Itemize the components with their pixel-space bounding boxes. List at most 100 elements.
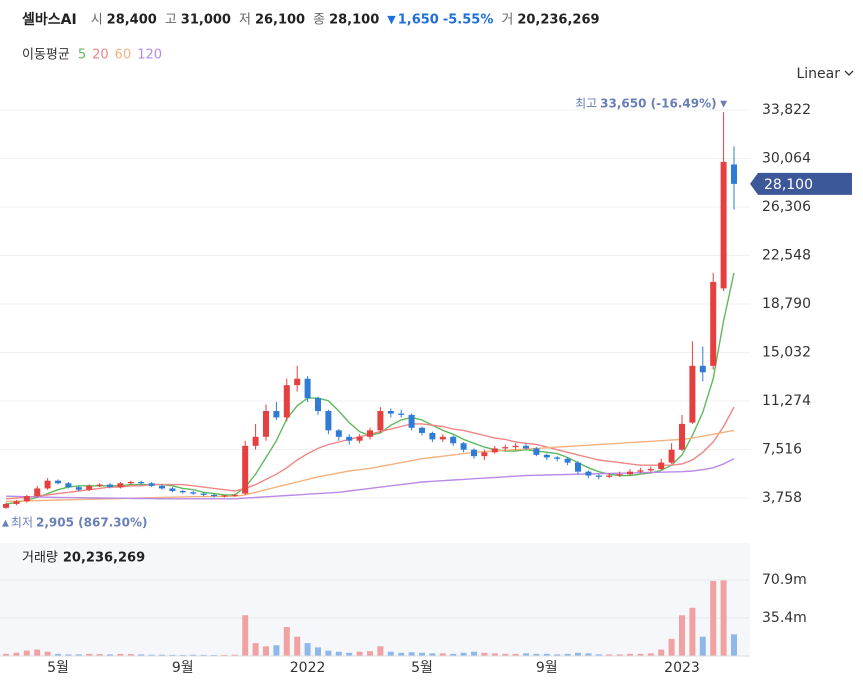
- field-label: 거: [501, 13, 513, 28]
- candle-body: [523, 445, 529, 449]
- volume-bar: [190, 654, 197, 656]
- volume-bar: [377, 646, 384, 656]
- volume-bar: [471, 651, 477, 656]
- y-tick-label: 22,548: [762, 248, 811, 264]
- volume-bar: [679, 615, 685, 656]
- volume-bar: [585, 653, 592, 656]
- low-label: 최저: [11, 516, 33, 530]
- candle-body: [720, 161, 727, 289]
- volume-bar: [398, 652, 405, 656]
- volume-bar: [283, 627, 290, 656]
- candle-body: [689, 365, 696, 423]
- candle-body: [44, 480, 51, 489]
- candle-body: [460, 443, 467, 450]
- field-value: 31,000: [181, 13, 231, 28]
- candle-body: [13, 501, 20, 504]
- y-tick-label: 3,758: [762, 490, 802, 506]
- low-annotation: 2,905 (867.30%): [36, 516, 147, 530]
- stock-name: 셀바스AI: [22, 12, 77, 28]
- scale-chevron[interactable]: [844, 70, 854, 76]
- candle-body: [595, 475, 602, 477]
- volume-bar: [86, 653, 93, 656]
- y-tick-label: 26,306: [762, 199, 811, 215]
- volume-bar: [346, 652, 353, 656]
- candle-body: [564, 458, 571, 463]
- volume-bar: [460, 652, 467, 656]
- candle-body: [138, 481, 145, 484]
- volume-bar: [273, 645, 280, 656]
- field-value: 28,100: [329, 13, 379, 28]
- ma-legend-entry: 60: [115, 48, 132, 63]
- volume-bar: [148, 654, 155, 656]
- field-label: 저: [239, 13, 251, 28]
- volume-bar: [200, 654, 207, 656]
- volume-bar: [263, 646, 269, 656]
- volume-bar: [34, 649, 41, 656]
- volume-bar: [647, 653, 654, 656]
- x-tick-label: 9월: [172, 660, 194, 676]
- volume-bar: [491, 653, 498, 656]
- high-annotation: 33,650 (-16.49%): [600, 97, 716, 111]
- candle-body: [304, 378, 311, 399]
- candle-body: [606, 475, 613, 477]
- ma-legend-entry: 5: [78, 48, 86, 63]
- candle-body: [419, 427, 425, 433]
- candle-body: [398, 413, 405, 415]
- candle-body: [429, 432, 436, 440]
- candle-body: [346, 436, 353, 441]
- candle-body: [55, 480, 61, 484]
- volume-bar: [107, 654, 113, 656]
- volume-bar: [315, 647, 321, 656]
- scale-toggle[interactable]: Linear: [796, 66, 840, 82]
- volume-bar: [127, 654, 134, 656]
- candle-body: [668, 449, 675, 463]
- volume-bar: [595, 654, 602, 656]
- candle-body: [450, 436, 457, 444]
- volume-bar: [668, 638, 675, 656]
- ma-legend-title: 이동평균: [22, 48, 70, 63]
- y-tick-label: 33,822: [762, 102, 811, 118]
- volume-bar: [408, 652, 415, 656]
- candle-body: [356, 436, 363, 441]
- ma-legend-entry: 120: [137, 48, 162, 63]
- volume-tick-label: 70.9m: [762, 572, 807, 588]
- candle-body: [190, 492, 197, 494]
- volume-bar: [356, 651, 363, 656]
- volume-bar: [75, 654, 82, 656]
- candle-body: [387, 410, 394, 414]
- volume-bar: [481, 652, 488, 656]
- candle-body: [107, 484, 113, 488]
- volume-bar: [304, 643, 311, 656]
- candle-body: [408, 414, 415, 428]
- volume-bar: [606, 654, 613, 656]
- change-pct: -5.55%: [443, 13, 494, 28]
- volume-bar: [23, 650, 30, 656]
- candle-body: [294, 378, 301, 386]
- y-tick-label: 11,274: [762, 393, 811, 409]
- candle-body: [439, 436, 446, 440]
- x-tick-label: 5월: [47, 660, 69, 676]
- volume-bar: [616, 654, 623, 656]
- volume-bar: [169, 654, 176, 656]
- volume-bar: [3, 653, 9, 656]
- candle-body: [575, 462, 581, 472]
- ma-line: [5, 458, 735, 500]
- candle-body: [169, 488, 176, 492]
- volume-bar: [335, 651, 342, 656]
- candle-body: [616, 474, 623, 476]
- candle-body: [211, 494, 217, 497]
- candle-body: [200, 493, 207, 495]
- volume-bar: [564, 653, 571, 656]
- candle-body: [263, 410, 269, 437]
- candle-body: [221, 495, 228, 497]
- candle-body: [252, 436, 259, 446]
- candle-body: [471, 449, 477, 457]
- volume-bar: [554, 654, 561, 656]
- change-arrow: ▼: [387, 13, 396, 26]
- candle-body: [65, 483, 72, 488]
- volume-bar: [179, 654, 186, 656]
- volume-bar: [575, 652, 581, 656]
- candle-body: [533, 448, 540, 455]
- volume-bar: [450, 653, 457, 656]
